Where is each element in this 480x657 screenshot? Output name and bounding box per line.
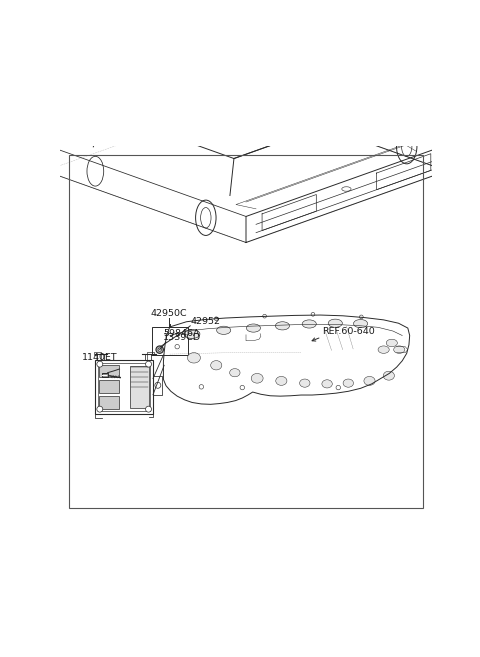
Ellipse shape	[300, 379, 310, 387]
Ellipse shape	[195, 200, 216, 235]
Text: 59846A: 59846A	[163, 328, 200, 338]
Circle shape	[97, 406, 103, 412]
Bar	[152, 327, 188, 355]
Ellipse shape	[229, 369, 240, 377]
Bar	[102, 373, 108, 377]
Circle shape	[336, 386, 340, 390]
Ellipse shape	[364, 376, 375, 386]
Ellipse shape	[401, 136, 412, 156]
Bar	[98, 363, 150, 411]
Polygon shape	[231, 112, 242, 125]
Circle shape	[156, 346, 163, 353]
Ellipse shape	[246, 324, 261, 332]
Circle shape	[145, 406, 152, 412]
Ellipse shape	[394, 346, 405, 353]
Text: 1339CD: 1339CD	[163, 333, 202, 342]
Ellipse shape	[184, 330, 200, 338]
Bar	[99, 365, 119, 377]
Ellipse shape	[276, 322, 289, 330]
Circle shape	[263, 314, 266, 318]
Ellipse shape	[353, 319, 368, 328]
Circle shape	[215, 317, 218, 321]
Ellipse shape	[281, 93, 291, 114]
Ellipse shape	[276, 376, 287, 386]
Ellipse shape	[386, 339, 397, 347]
Text: 1140ET: 1140ET	[82, 353, 117, 362]
Text: REF.60-640: REF.60-640	[322, 327, 375, 336]
Text: 42950C: 42950C	[151, 309, 187, 317]
Ellipse shape	[201, 208, 211, 228]
Ellipse shape	[251, 373, 263, 383]
Ellipse shape	[328, 319, 342, 327]
Ellipse shape	[383, 371, 395, 380]
Ellipse shape	[378, 346, 389, 353]
Ellipse shape	[396, 129, 417, 164]
Circle shape	[155, 382, 161, 388]
Bar	[99, 396, 119, 409]
Ellipse shape	[343, 379, 353, 387]
Ellipse shape	[216, 327, 231, 334]
Bar	[96, 359, 153, 414]
Circle shape	[175, 344, 180, 349]
Circle shape	[145, 361, 152, 367]
Ellipse shape	[276, 85, 297, 121]
Bar	[99, 380, 119, 393]
Circle shape	[199, 384, 204, 389]
Circle shape	[360, 315, 363, 319]
Ellipse shape	[302, 320, 316, 328]
Ellipse shape	[87, 156, 104, 186]
Circle shape	[158, 348, 161, 351]
Circle shape	[240, 386, 244, 390]
Text: 42952: 42952	[190, 317, 220, 326]
Circle shape	[311, 313, 315, 316]
Ellipse shape	[322, 380, 332, 388]
Ellipse shape	[187, 353, 201, 363]
Circle shape	[97, 361, 103, 367]
Ellipse shape	[211, 361, 222, 370]
Bar	[130, 366, 149, 408]
